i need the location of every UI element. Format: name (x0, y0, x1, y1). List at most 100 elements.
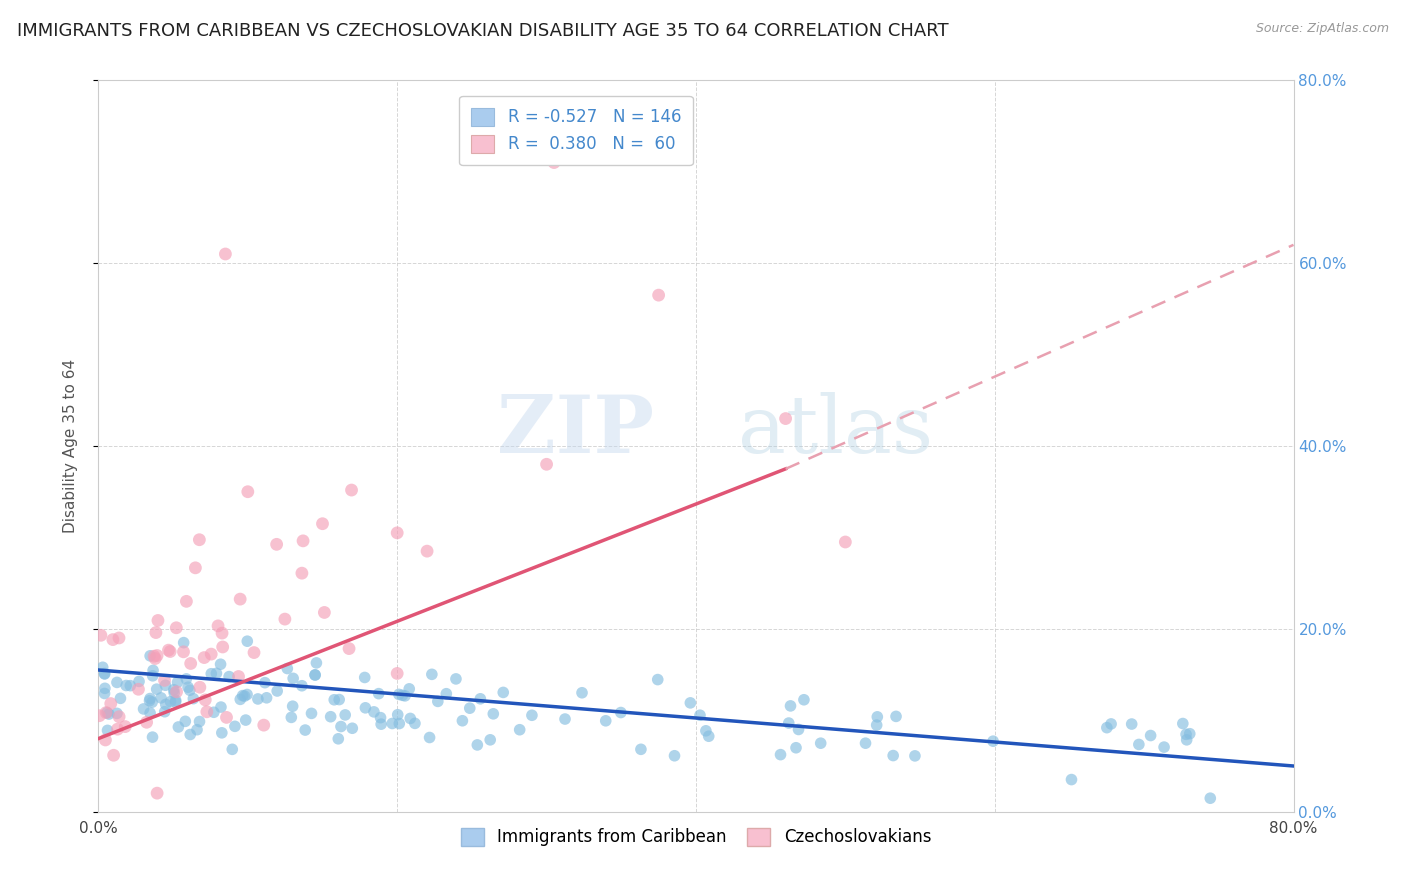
Point (138, 694, 160, 708)
Point (215, 710, 238, 724)
Point (157, 643, 180, 657)
Point (520, 708, 543, 723)
Point (1175, 727, 1198, 741)
Point (882, 748, 904, 763)
Point (281, 699, 304, 714)
Point (328, 692, 350, 706)
Point (292, 533, 315, 548)
Point (205, 666, 228, 681)
Point (465, 738, 488, 752)
Point (679, 696, 702, 710)
Point (319, 709, 342, 723)
Point (145, 682, 167, 697)
Point (769, 747, 792, 762)
Point (363, 705, 385, 719)
Point (479, 732, 502, 747)
Point (236, 484, 259, 499)
Point (1121, 717, 1143, 731)
Point (370, 711, 392, 725)
Text: atlas: atlas (738, 392, 934, 470)
Point (194, 693, 217, 707)
Legend: Immigrants from Caribbean, Czechoslovakians: Immigrants from Caribbean, Czechoslovaki… (453, 819, 939, 855)
Point (314, 606, 336, 620)
Point (141, 695, 163, 709)
Point (266, 684, 288, 698)
Point (323, 692, 346, 706)
Point (232, 689, 254, 703)
Point (94, 733, 117, 747)
Point (96, 706, 118, 720)
Point (155, 678, 177, 692)
Point (214, 247, 236, 261)
Point (695, 723, 717, 738)
Point (342, 721, 364, 735)
Point (90, 628, 112, 642)
Point (246, 692, 269, 706)
Point (610, 706, 633, 720)
Point (103, 748, 125, 763)
Point (105, 675, 128, 690)
Point (470, 691, 492, 706)
Point (229, 692, 252, 706)
Point (127, 682, 149, 697)
Point (394, 689, 416, 703)
Point (200, 647, 222, 661)
Point (253, 675, 276, 690)
Point (146, 614, 169, 628)
Point (179, 727, 201, 741)
Point (311, 516, 333, 531)
Point (195, 705, 218, 719)
Point (416, 544, 439, 558)
Point (787, 723, 810, 737)
Point (153, 705, 176, 719)
Point (235, 713, 257, 727)
Point (543, 155, 565, 169)
Point (385, 525, 409, 540)
Point (93, 666, 115, 681)
Point (218, 670, 240, 684)
Point (209, 657, 232, 672)
Point (353, 670, 375, 684)
Point (354, 701, 377, 715)
Point (211, 726, 233, 740)
Point (176, 672, 198, 686)
Point (304, 668, 326, 682)
Point (536, 457, 558, 471)
Y-axis label: Disability Age 35 to 64: Disability Age 35 to 64 (63, 359, 77, 533)
Point (256, 690, 278, 705)
Point (276, 661, 298, 675)
Point (492, 685, 515, 699)
Point (340, 483, 363, 497)
Point (101, 632, 124, 647)
Point (174, 714, 197, 729)
Point (173, 645, 195, 659)
Point (391, 688, 413, 702)
Point (778, 716, 800, 731)
Point (143, 651, 166, 665)
Point (97, 707, 120, 722)
Point (143, 649, 166, 664)
Point (294, 723, 316, 737)
Point (163, 682, 186, 697)
Point (177, 680, 200, 694)
Point (186, 723, 208, 737)
Point (139, 648, 162, 663)
Point (183, 691, 205, 706)
Point (221, 742, 243, 756)
Point (96, 723, 118, 738)
Point (200, 666, 222, 681)
Point (207, 619, 229, 633)
Point (301, 706, 323, 721)
Point (176, 594, 198, 608)
Point (180, 657, 202, 671)
Point (193, 650, 215, 665)
Point (571, 686, 593, 700)
Point (335, 707, 357, 722)
Point (328, 731, 350, 746)
Point (482, 706, 505, 721)
Point (91, 660, 114, 674)
Point (139, 691, 162, 706)
Point (434, 687, 457, 701)
Point (142, 664, 165, 678)
Point (165, 693, 187, 707)
